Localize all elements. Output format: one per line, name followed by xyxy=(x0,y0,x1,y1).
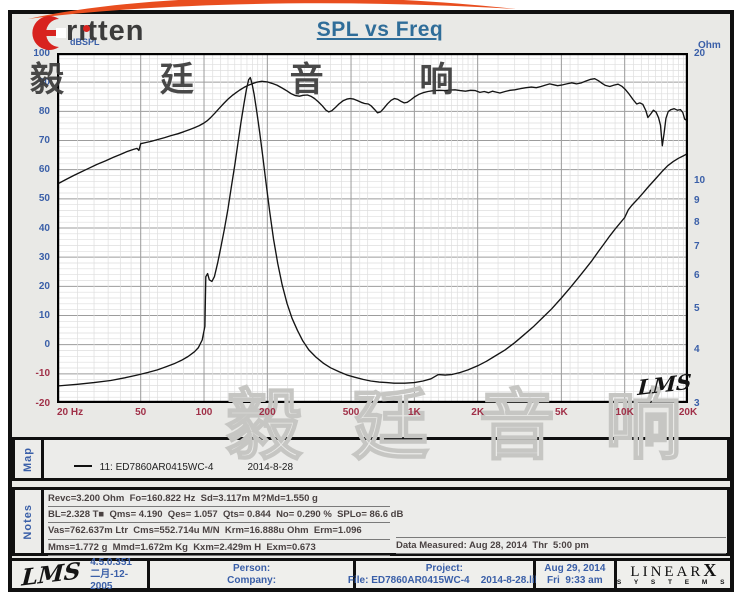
curve-legend-date: 2014-8-28 xyxy=(247,462,294,473)
notes-measured-block: Data Measured: Aug 28, 2014 Thr 5:00 pm xyxy=(396,491,726,554)
dB-tick-100: 100 xyxy=(33,47,50,59)
dB-tick-70: 70 xyxy=(38,135,50,146)
lms-chart-logo: LMS xyxy=(636,368,693,401)
right-axis-ticks: 20 10 9 8 7 6 5 4 3 xyxy=(692,0,728,600)
map-tab: Map xyxy=(15,440,44,478)
app-version-date: 二月-12-2005 xyxy=(90,568,129,592)
notes-line-1: Revc=3.200 Ohm Fo=160.822 Hz Sd=3.117m M… xyxy=(48,491,390,508)
ohm-tick-8: 8 xyxy=(694,216,700,228)
ohm-tick-6: 6 xyxy=(694,269,700,281)
dB-tick-80: 80 xyxy=(38,105,50,117)
spl-curve xyxy=(56,78,689,185)
footer-project-cell: Project: File: ED7860AR0415WC-4 2014-8-2… xyxy=(348,561,541,588)
impedance-curve xyxy=(56,76,689,387)
curve-legend: 11: ED7860AR0415WC-4 2014-8-28 xyxy=(53,451,293,484)
map-panel: Map 11: ED7860AR0415WC-4 2014-8-28 xyxy=(12,437,730,481)
company-label: Company: xyxy=(227,574,277,586)
person-label: Person: xyxy=(233,562,271,574)
dB-tick-30: 30 xyxy=(38,251,50,263)
dB-tick-60: 60 xyxy=(38,164,50,176)
notes-line-2: BL=2.328 T■ Qms= 4.190 Qes= 1.057 Qts= 0… xyxy=(48,507,403,524)
status-bar: LMS 4.5.0.351 二月-12-2005 Person: Company… xyxy=(12,557,730,592)
linearx-wordmark: LINEAR xyxy=(630,564,704,580)
file-label: File: ED7860AR0415WC-4 2014-8-28.lib xyxy=(347,574,541,586)
dB-tick-90: 90 xyxy=(38,76,50,88)
data-measured-line: Data Measured: Aug 28, 2014 Thr 5:00 pm xyxy=(396,538,726,554)
notes-line-3: Vas=762.637m Ltr Cms=552.714u M/N Krm=16… xyxy=(48,523,390,540)
freq-tick-500: 500 xyxy=(342,407,360,418)
right-axis-caption: Ohm xyxy=(698,40,721,51)
freq-tick-100: 100 xyxy=(195,407,213,418)
brand-name: rıtten xyxy=(66,14,145,47)
ohm-tick-20: 20 xyxy=(694,47,706,59)
dB-tick-20: 20 xyxy=(38,280,50,292)
dB-tick-0: 0 xyxy=(44,339,50,351)
ohm-tick-5: 5 xyxy=(694,303,700,315)
ohm-tick-4: 4 xyxy=(694,344,700,356)
freq-tick-1000: 1K xyxy=(407,407,421,418)
left-axis-ticks: 100 90 80 70 60 50 40 30 20 10 0 -10 -20 xyxy=(16,0,53,600)
project-label: Project: xyxy=(425,562,463,574)
left-axis-caption: dBSPL xyxy=(70,37,100,47)
notes-tab: Notes xyxy=(15,490,44,553)
freq-tick-20000: 20K xyxy=(678,407,698,418)
freq-tick-5000: 5K xyxy=(554,407,568,418)
curve-swatch-icon xyxy=(73,465,92,467)
linearx-x: X xyxy=(703,560,717,580)
notes-parameters: Revc=3.200 Ohm Fo=160.822 Hz Sd=3.117m M… xyxy=(48,491,403,556)
footer-person-cell: Person: Company: xyxy=(150,561,356,588)
brand-logo: rıtten xyxy=(26,13,145,53)
notes-panel: Notes Revc=3.200 Ohm Fo=160.822 Hz Sd=3.… xyxy=(12,487,730,556)
linearx-logo: LINEARX S Y S T E M S xyxy=(616,560,730,588)
freq-tick-200: 200 xyxy=(258,407,276,418)
dB-tick-10: 10 xyxy=(38,310,50,321)
brand-e-icon xyxy=(32,16,66,50)
page-title: SPL vs Freq xyxy=(316,18,444,41)
footer-date-cell: Aug 29, 2014 Fri 9:33 am xyxy=(535,561,617,588)
ohm-tick-3: 3 xyxy=(694,397,700,409)
ohm-tick-9: 9 xyxy=(694,194,700,206)
dB-tick--10: -10 xyxy=(35,368,50,380)
notes-empty-rule xyxy=(396,521,726,538)
freq-tick-10000: 10K xyxy=(615,407,634,418)
ohm-tick-7: 7 xyxy=(694,241,700,253)
freq-tick-50: 50 xyxy=(135,407,147,418)
dB-tick-40: 40 xyxy=(38,222,50,234)
linearx-systems: S Y S T E M S xyxy=(616,579,730,586)
app-version: 4.5.0.351 xyxy=(90,556,132,568)
plot-border xyxy=(56,52,689,404)
dB-tick-50: 50 xyxy=(38,193,50,205)
notes-line-4: Mms=1.772 g Mmd=1.672m Kg Kxm=2.429m H E… xyxy=(48,540,390,556)
plot-canvas xyxy=(56,52,689,404)
spl-freq-plot xyxy=(56,52,689,404)
ohm-tick-10: 10 xyxy=(694,175,706,187)
freq-tick-20: 20 Hz xyxy=(57,407,84,418)
report-date: Aug 29, 2014 xyxy=(544,562,606,574)
freq-tick-2000: 2K xyxy=(471,407,485,418)
brand-i-dot-icon xyxy=(83,25,90,32)
dB-tick--20: -20 xyxy=(35,397,50,409)
curve-legend-name: 11: ED7860AR0415WC-4 xyxy=(99,462,214,473)
footer-version-cell: LMS 4.5.0.351 二月-12-2005 xyxy=(12,557,151,592)
report-time: Fri 9:33 am xyxy=(547,574,603,586)
